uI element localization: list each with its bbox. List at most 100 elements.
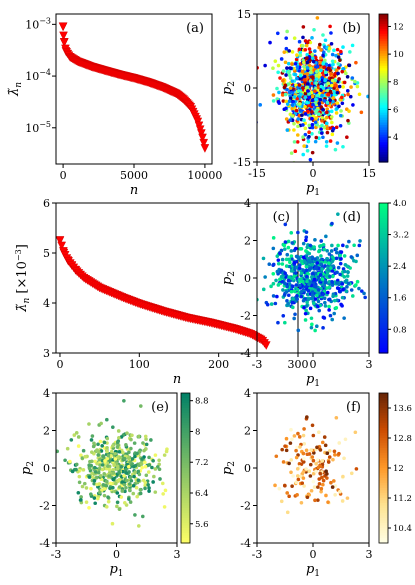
panel-d-colorbar-cell — [379, 228, 388, 232]
panel-d-point — [284, 264, 289, 268]
panel-d-point — [307, 267, 312, 271]
panel-f-point — [305, 452, 310, 457]
panel-f-colorbar-cell — [379, 438, 388, 442]
panel-b-point — [351, 103, 355, 107]
panel-d-point — [283, 222, 288, 227]
panel-e-colorbar-cell — [181, 408, 190, 412]
panel-c-point — [261, 341, 271, 350]
panel-e-point — [142, 448, 146, 453]
panel-b-xtick-label: -15 — [248, 167, 266, 180]
panel-e-point — [106, 453, 111, 458]
panel-f-colorbar-cell — [379, 485, 388, 489]
panel-b-point — [280, 93, 285, 97]
panel-d-point — [316, 288, 321, 292]
panel-b-point — [310, 110, 314, 114]
panel-e-colorbar-cell — [181, 525, 190, 529]
panel-d-point — [335, 281, 339, 285]
panel-e-point — [87, 466, 92, 471]
panel-b-point — [282, 85, 287, 90]
panel-b-point — [321, 135, 325, 140]
panel-e-colorbar-cell — [181, 458, 190, 462]
panel-e-point — [119, 435, 124, 439]
panel-d-point — [294, 254, 299, 259]
panel-d-point — [316, 304, 320, 309]
panel-e-point — [102, 472, 107, 476]
panel-e-point — [147, 463, 152, 467]
panel-d-point — [296, 328, 301, 333]
panel-d-point — [316, 299, 321, 304]
panel-e-point — [130, 433, 134, 438]
panel-d-point — [299, 246, 304, 251]
panel-f-colorbar-cell — [379, 405, 388, 409]
panel-f-point — [289, 427, 293, 432]
panel-f-point — [327, 455, 332, 459]
panel-b-point — [285, 66, 289, 70]
panel-f-point — [302, 427, 306, 431]
panel-e-point — [84, 486, 89, 490]
panel-e-colorbar-cell — [181, 468, 190, 472]
panel-e-point — [100, 443, 104, 448]
panel-b-point — [290, 103, 295, 107]
panel-e-point — [117, 449, 122, 454]
panel-f-point — [284, 436, 289, 441]
panel-f-point — [295, 467, 300, 471]
panel-e-colorbar-cell — [181, 418, 190, 422]
panel-b-colorbar-cell — [379, 154, 388, 158]
panel-b-point — [302, 144, 306, 148]
panel-b-point — [331, 126, 336, 131]
panel-d-colorbar-cell — [379, 308, 388, 312]
panel-b-point — [275, 31, 280, 36]
panel-f-point — [319, 486, 324, 491]
panel-f-colorbar-tick-label: 12.8 — [393, 434, 412, 444]
panel-b-colorbar-cell — [379, 90, 388, 94]
panel-d-point — [334, 250, 339, 255]
panel-c-point — [57, 241, 67, 251]
panel-d-point — [321, 315, 326, 320]
panel-d-xlabel: p1 — [306, 372, 320, 389]
panel-b-point — [347, 63, 352, 68]
panel-b-point — [297, 83, 302, 87]
panel-d-point — [292, 260, 297, 265]
panel-b-point — [307, 123, 312, 128]
panel-d-ytick-label: 0 — [244, 272, 251, 285]
panel-b-colorbar-cell — [379, 55, 388, 59]
panel-b-points — [257, 16, 369, 162]
panel-d-point — [339, 302, 343, 307]
panel-a-point — [197, 129, 206, 138]
panel-e-point — [103, 459, 107, 463]
panel-d-point — [325, 290, 330, 295]
panel-d-point — [314, 265, 319, 270]
panel-b-colorbar-cell — [379, 68, 388, 72]
panel-d-colorbar-cell — [379, 273, 388, 277]
panel-f-point — [340, 499, 345, 503]
panel-b-point — [339, 49, 343, 54]
panel-a-series — [58, 22, 210, 153]
panel-e-point — [84, 500, 89, 504]
panel-d-point — [310, 290, 315, 294]
panel-b-point — [338, 123, 343, 128]
panel-d-point — [286, 301, 290, 306]
panel-e-colorbar-cell — [181, 518, 190, 522]
panel-f-point — [289, 458, 294, 462]
panel-b-point — [297, 47, 302, 52]
panel-b-point — [328, 89, 333, 94]
panel-b-colorbar-cell — [379, 58, 388, 62]
panel-e-colorbar-cell — [181, 485, 190, 489]
panel-d-point — [336, 243, 340, 248]
panel-f-point — [326, 500, 330, 505]
panel-e-point — [153, 490, 158, 494]
panel-b-point — [326, 88, 330, 93]
panel-f-point — [353, 430, 358, 435]
panel-d-point — [312, 245, 316, 249]
panel-d-point — [276, 320, 280, 325]
panel-b-colorbar-cell — [379, 92, 388, 96]
panel-d-point — [341, 243, 345, 248]
panel-b-point — [287, 49, 291, 53]
panel-f-point — [273, 483, 277, 488]
panel-b-point — [293, 149, 298, 153]
panel-e-colorbar-cell — [181, 448, 190, 452]
panel-b-point — [307, 134, 311, 139]
panel-f-point — [305, 415, 309, 419]
panel-e-colorbar-cell — [181, 520, 190, 524]
panel-b-point — [339, 109, 343, 113]
